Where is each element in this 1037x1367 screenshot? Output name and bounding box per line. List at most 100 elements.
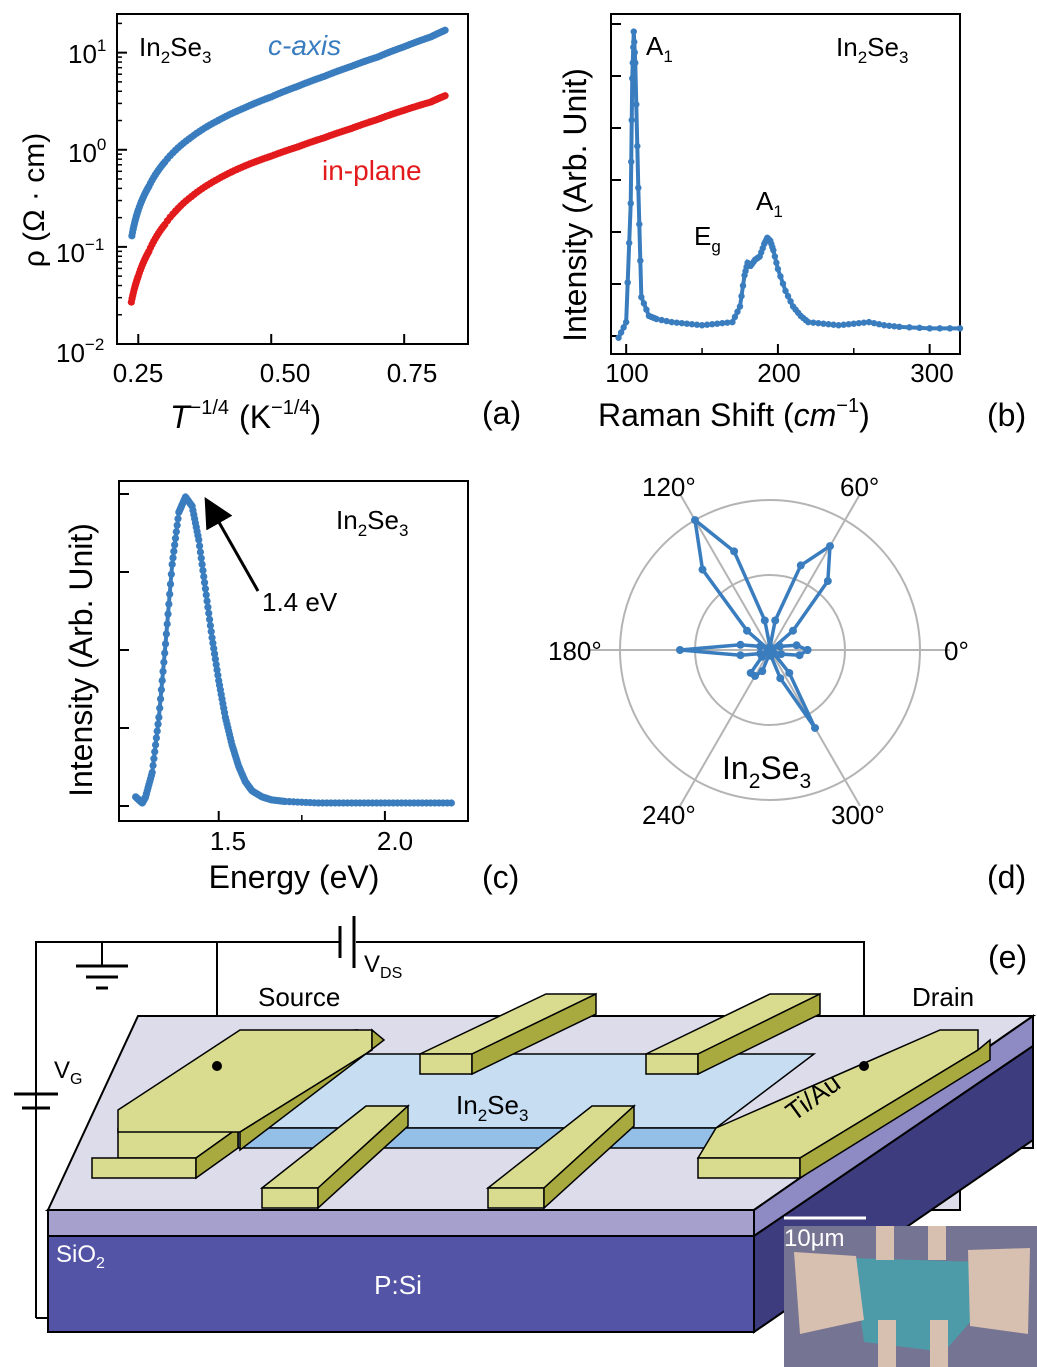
c-pl-point — [150, 755, 158, 763]
c-pl-point — [167, 570, 175, 578]
b-raman-point — [703, 321, 711, 328]
b-raman-point — [782, 287, 789, 295]
c-pl-point — [174, 515, 182, 523]
b-raman-point — [698, 322, 706, 329]
b-raman-point — [678, 319, 686, 327]
b-raman-point — [673, 319, 680, 326]
e-scale-bar-label: 10μm — [784, 1225, 845, 1252]
b-raman-point — [855, 319, 863, 327]
a-xlabel: T−1/4 (K−1/4) — [170, 397, 321, 435]
e-drain-electrode — [696, 1029, 991, 1180]
c-pl-point — [148, 768, 156, 777]
d-polar-point — [758, 667, 767, 676]
d-polar-point — [743, 626, 752, 635]
b-raman-point — [845, 321, 852, 328]
d-polar-point — [736, 651, 745, 660]
b-raman-point — [936, 325, 943, 332]
b-raman-point — [653, 315, 660, 323]
b-raman-point — [631, 49, 638, 56]
b-raman-point — [770, 247, 777, 254]
a-c-axis-label: c-axis — [268, 30, 341, 61]
panel-b-points — [615, 28, 964, 341]
c-pl-point — [170, 547, 178, 555]
c-pl-point — [202, 591, 210, 599]
a-ytick-label: 100 — [68, 135, 106, 168]
e-top-electrode-2 — [645, 992, 821, 1076]
e-bottom-electrode-2 — [485, 1104, 636, 1210]
b-raman-point — [637, 257, 644, 264]
c-pl-point — [205, 609, 213, 617]
b-raman-point — [620, 324, 627, 331]
panel-a-points — [127, 26, 449, 306]
b-raman-point — [658, 316, 665, 324]
b-raman-point — [630, 44, 637, 51]
c-xlabel: Energy (eV) — [209, 859, 380, 895]
b-raman-point — [736, 303, 744, 310]
c-pl-point — [210, 644, 218, 653]
c-pl-point — [171, 534, 180, 542]
panel-a: 101 100 10−1 10−2 0.25 0.50 0.75 ρ (Ω · … — [18, 13, 521, 435]
b-raman-point — [628, 116, 635, 124]
panel-a-yticklabels: 101 100 10−1 10−2 — [56, 36, 106, 368]
e-micrograph-probe — [928, 1226, 946, 1260]
c-pl-point — [151, 748, 159, 756]
c-xtick-label: 2.0 — [377, 826, 413, 856]
panel-c: 1.5 2.0 Intensity (Arb. Unit) Energy (eV… — [63, 480, 519, 895]
b-raman-point — [719, 319, 726, 327]
c-pl-point — [207, 628, 215, 636]
a-ytick-label: 101 — [68, 36, 106, 69]
c-pl-point — [154, 720, 162, 728]
d-polar-point — [803, 646, 812, 654]
e-flake-label: In2Se3 — [456, 1090, 528, 1125]
c-pl-point — [211, 655, 219, 663]
b-raman-point — [771, 253, 779, 260]
panel-d: 0° 60° 120° 180° 240° 300° In2Se3 (d) — [548, 472, 1026, 895]
b-raman-point — [825, 321, 832, 328]
panel-b: 100 200 300 Intensity (Arb. Unit) Raman … — [557, 13, 1026, 433]
b-raman-point — [815, 319, 822, 327]
c-pl-point — [209, 639, 217, 647]
c-pl-point — [161, 649, 169, 657]
b-raman-point — [739, 282, 747, 289]
c-pl-point — [204, 603, 212, 611]
c-pl-point — [152, 734, 160, 742]
b-raman-point — [724, 319, 731, 326]
c-pl-point — [200, 572, 208, 581]
c-pl-point — [149, 761, 157, 770]
a-ytick-label: 10−1 — [56, 235, 104, 268]
panel-c-points — [132, 492, 455, 807]
c-pl-point — [166, 580, 175, 588]
e-micrograph-drain-pad — [968, 1248, 1030, 1334]
a-in-plane-point — [441, 92, 449, 100]
b-raman-point — [714, 320, 721, 327]
a-xtick-label: 0.75 — [387, 358, 438, 388]
b-raman-point — [635, 184, 642, 192]
b-raman-point — [693, 321, 701, 328]
panel-a-tag: (a) — [482, 395, 521, 431]
panel-d-points — [676, 515, 834, 732]
b-raman-point — [805, 318, 812, 326]
c-pl-point — [214, 671, 222, 679]
e-top-electrode-1 — [419, 992, 597, 1076]
d-angle-label: 240° — [642, 800, 696, 830]
c-pl-point — [164, 610, 172, 618]
c-pl-point — [205, 615, 214, 624]
c-material-label: In2Se3 — [336, 505, 408, 540]
b-raman-point — [773, 259, 780, 266]
b-xtick-label: 300 — [910, 358, 953, 388]
b-raman-point — [850, 320, 857, 327]
b-raman-point — [865, 318, 873, 326]
d-polar-point — [811, 723, 819, 732]
c-pl-point — [162, 630, 170, 638]
b-raman-point — [926, 325, 933, 332]
b-raman-point — [628, 158, 635, 165]
d-polar-point — [771, 616, 780, 625]
e-wire-left — [35, 941, 340, 1318]
b-raman-point — [624, 279, 631, 286]
c-pl-point — [196, 542, 204, 550]
c-pl-point — [157, 686, 165, 694]
b-peak-label-eg: Eg — [694, 221, 721, 256]
b-raman-point — [896, 323, 903, 331]
c-pl-point — [160, 658, 168, 666]
